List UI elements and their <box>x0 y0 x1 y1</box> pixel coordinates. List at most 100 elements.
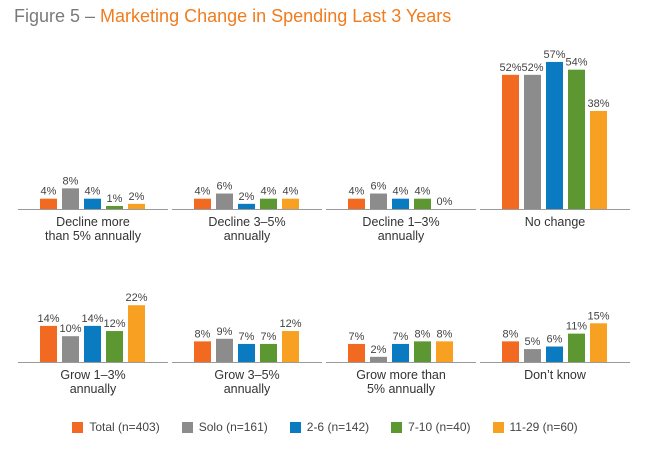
data-label: 10% <box>59 323 81 335</box>
data-label: 7% <box>349 331 365 343</box>
legend-label: Total (n=403) <box>89 420 160 434</box>
data-label: 8% <box>437 328 453 340</box>
data-label: 12% <box>103 318 125 330</box>
bar <box>392 198 409 209</box>
data-label: 14% <box>37 313 59 325</box>
bar <box>524 74 541 209</box>
data-label: 4% <box>415 186 431 198</box>
data-label: 8% <box>415 328 431 340</box>
data-label: 4% <box>261 186 277 198</box>
legend: Total (n=403) Solo (n=161) 2-6 (n=142) 7-10… <box>0 420 650 434</box>
bar <box>414 198 431 209</box>
category-label: annually <box>70 382 117 396</box>
category-label: than 5% annually <box>45 229 142 243</box>
category-label: Decline 3–5% <box>208 215 285 229</box>
data-label: 12% <box>279 318 301 330</box>
legend-swatch <box>289 421 301 433</box>
data-label: 6% <box>371 181 387 193</box>
legend-swatch <box>72 421 84 433</box>
bar <box>260 343 277 362</box>
data-label: 52% <box>521 62 543 74</box>
legend-label: Solo (n=161) <box>198 420 268 434</box>
data-label: 4% <box>85 186 101 198</box>
data-label: 1% <box>107 193 123 205</box>
bar <box>502 341 519 362</box>
category-label: Grow 3–5% <box>214 368 279 382</box>
bar <box>62 188 79 209</box>
category-label: Decline more <box>56 215 130 229</box>
category-label: annually <box>224 229 271 243</box>
bar <box>216 338 233 362</box>
bar <box>260 198 277 209</box>
data-label: 8% <box>195 328 211 340</box>
data-label: 52% <box>499 62 521 74</box>
data-label: 7% <box>239 331 255 343</box>
bar <box>590 110 607 209</box>
data-label: 2% <box>239 191 255 203</box>
bar <box>348 198 365 209</box>
data-label: 7% <box>261 331 277 343</box>
bar <box>84 325 101 362</box>
legend-label: 7-10 (n=40) <box>408 420 471 434</box>
data-label: 6% <box>547 334 563 346</box>
figure-number: Figure 5 – <box>14 6 101 26</box>
bar <box>590 323 607 362</box>
bar <box>502 74 519 209</box>
legend-swatch <box>492 421 504 433</box>
bar <box>414 341 431 362</box>
bar <box>282 331 299 362</box>
data-label: 8% <box>503 328 519 340</box>
bar <box>128 305 145 362</box>
bar <box>194 341 211 362</box>
legend-item: 7-10 (n=40) <box>391 420 471 434</box>
data-label: 57% <box>543 49 565 61</box>
legend-item: Total (n=403) <box>72 420 160 434</box>
data-label: 4% <box>283 186 299 198</box>
data-label: 6% <box>217 181 233 193</box>
data-label: 4% <box>195 186 211 198</box>
bar <box>546 346 563 362</box>
bar <box>282 198 299 209</box>
data-label: 5% <box>525 336 541 348</box>
bar <box>524 349 541 362</box>
bar <box>436 341 453 362</box>
category-label: annually <box>378 229 425 243</box>
bar <box>238 203 255 209</box>
data-label: 4% <box>41 186 57 198</box>
category-label: Grow 1–3% <box>60 368 125 382</box>
bar <box>348 343 365 362</box>
data-label: 38% <box>587 98 609 110</box>
bar <box>128 203 145 209</box>
data-label: 54% <box>565 57 587 69</box>
data-label: 2% <box>129 191 145 203</box>
category-label: Grow more than <box>356 368 446 382</box>
data-label: 11% <box>566 321 587 333</box>
legend-label: 11-29 (n=60) <box>509 420 578 434</box>
bar <box>62 336 79 362</box>
data-label: 15% <box>587 310 609 322</box>
data-label: 2% <box>371 344 387 356</box>
legend-swatch <box>391 421 403 433</box>
category-label: Decline 1–3% <box>362 215 439 229</box>
data-label: 9% <box>217 326 233 338</box>
data-label: 22% <box>125 292 147 304</box>
bar <box>568 69 585 210</box>
data-label: 7% <box>393 331 409 343</box>
bar <box>106 331 123 362</box>
category-label: Don’t know <box>524 368 587 382</box>
legend-item: 11-29 (n=60) <box>492 420 578 434</box>
chart-title: Figure 5 – Marketing Change in Spending … <box>14 6 451 27</box>
data-label: 4% <box>393 186 409 198</box>
bar <box>392 343 409 362</box>
bar <box>546 61 563 209</box>
category-label: 5% annually <box>367 382 436 396</box>
bar <box>238 343 255 362</box>
bar <box>216 193 233 209</box>
bar <box>84 198 101 209</box>
category-label: annually <box>224 382 271 396</box>
bar <box>106 206 123 209</box>
figure-title-text: Marketing Change in Spending Last 3 Year… <box>100 6 452 26</box>
data-label: 0% <box>437 196 453 208</box>
bar <box>370 193 387 209</box>
